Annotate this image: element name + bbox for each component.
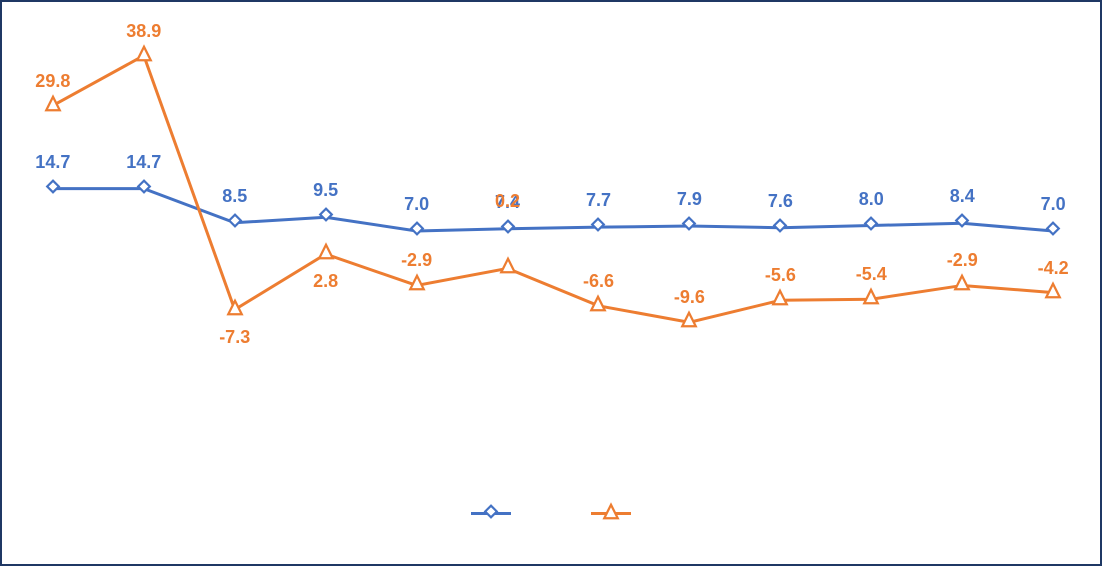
series-marker — [590, 217, 606, 238]
data-label: 8.4 — [950, 186, 975, 207]
data-label: 8.0 — [859, 189, 884, 210]
series-marker — [680, 311, 698, 334]
series-marker — [227, 212, 243, 233]
data-label: -5.4 — [856, 264, 887, 285]
data-label: -6.6 — [583, 271, 614, 292]
data-label: 29.8 — [35, 71, 70, 92]
series-marker — [408, 274, 426, 297]
series-marker — [45, 178, 61, 199]
data-label: 8.5 — [222, 186, 247, 207]
data-label: -4.2 — [1038, 258, 1069, 279]
legend-marker-icon — [602, 502, 620, 525]
data-label: 0.2 — [495, 191, 520, 212]
data-label: 38.9 — [126, 21, 161, 42]
chart-container: 14.714.78.59.57.07.47.77.97.68.08.47.029… — [0, 0, 1102, 566]
legend-item — [471, 512, 511, 515]
series-marker — [771, 289, 789, 312]
data-label: -9.6 — [674, 287, 705, 308]
legend-marker-icon — [483, 503, 499, 524]
series-marker — [954, 213, 970, 234]
data-label: 7.7 — [586, 190, 611, 211]
series-marker — [862, 288, 880, 311]
legend-line — [471, 512, 511, 515]
series-marker — [589, 294, 607, 317]
series-marker — [1044, 281, 1062, 304]
data-label: 7.0 — [404, 194, 429, 215]
series-marker — [135, 44, 153, 67]
legend — [2, 512, 1100, 515]
series-marker — [863, 215, 879, 236]
data-label: 7.0 — [1041, 194, 1066, 215]
series-marker — [953, 274, 971, 297]
series-marker — [499, 257, 517, 280]
data-label: 14.7 — [126, 152, 161, 173]
data-label: -2.9 — [947, 250, 978, 271]
series-marker — [44, 94, 62, 117]
data-label: 9.5 — [313, 180, 338, 201]
series-marker — [317, 243, 335, 266]
series-marker — [1045, 221, 1061, 242]
data-label: -7.3 — [219, 327, 250, 348]
series-marker — [681, 216, 697, 237]
series-marker — [318, 207, 334, 228]
data-label: 2.8 — [313, 271, 338, 292]
data-label: 14.7 — [35, 152, 70, 173]
series-marker — [136, 178, 152, 199]
plot-area: 14.714.78.59.57.07.47.77.97.68.08.47.029… — [2, 2, 1102, 568]
series-marker — [500, 218, 516, 239]
data-label: 7.6 — [768, 191, 793, 212]
series-marker — [772, 217, 788, 238]
legend-item — [591, 512, 631, 515]
series-marker — [226, 298, 244, 321]
series-marker — [409, 221, 425, 242]
data-label: -5.6 — [765, 265, 796, 286]
legend-line — [591, 512, 631, 515]
data-label: 7.9 — [677, 189, 702, 210]
data-label: -2.9 — [401, 250, 432, 271]
